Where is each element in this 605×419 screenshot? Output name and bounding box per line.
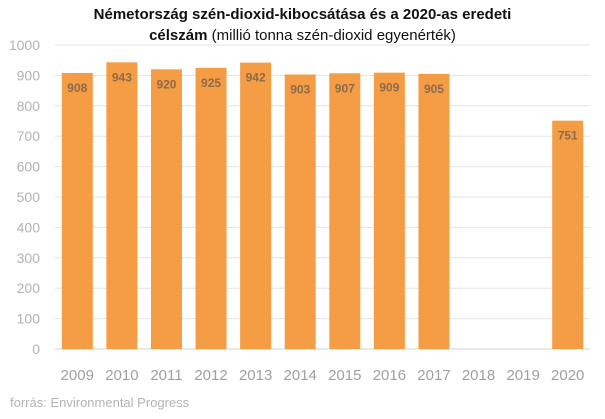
bar [284,74,316,349]
y-tick-label: 100 [17,311,41,327]
chart-title-line-2: célszám (millió tonna szén-dioxid egyené… [0,25,605,46]
x-tick-label: 2018 [462,367,495,384]
data-label: 905 [424,82,444,96]
data-labels: 908 943 920 925 942 903 907 909 905 751 [67,70,578,142]
y-tick-label: 600 [17,159,41,175]
data-label: 908 [67,81,87,95]
gridlines [55,44,590,350]
x-tick-label: 2019 [506,367,539,384]
x-tick-label: 2017 [417,367,450,384]
data-label: 925 [201,76,221,90]
source-note: forrás: Environmental Progress [10,395,190,410]
chart-title-line-1: Németország szén-dioxid-kibocsátása és a… [93,6,512,23]
y-tick-label: 500 [17,189,41,205]
y-tick-label: 900 [17,67,41,83]
data-label: 942 [246,71,266,85]
y-tick-label: 0 [32,341,40,357]
x-tick-label: 2009 [61,367,94,384]
x-tick-label: 2013 [239,367,272,384]
bar [106,62,138,349]
y-tick-label: 400 [17,219,41,235]
chart-title-line-2-bold: célszám [149,27,208,44]
x-tick-label: 2010 [105,367,138,384]
y-tick-label: 700 [17,128,41,144]
bar [373,72,405,349]
bar [61,72,93,349]
y-tick-label: 1000 [9,37,40,53]
x-tick-label: 2011 [150,367,182,384]
data-label: 907 [335,81,355,95]
data-label: 909 [379,81,399,95]
data-label: 751 [558,129,578,143]
bar [195,67,227,350]
y-axis: 0 100 200 300 400 500 600 700 800 900 1000 [9,37,40,357]
x-tick-label: 2012 [194,367,227,384]
bar [150,69,182,349]
y-tick-label: 800 [17,98,41,114]
bar [418,73,450,349]
x-tick-label: 2020 [551,367,584,384]
data-label: 943 [112,70,132,84]
y-tick-label: 200 [17,280,41,296]
x-tick-label: 2016 [373,367,406,384]
bar [240,62,272,350]
x-tick-label: 2014 [284,367,317,384]
x-tick-label: 2015 [328,367,361,384]
bar [329,73,361,349]
bars [61,62,584,350]
bar [552,120,584,349]
x-axis: 2009 2010 2011 2012 2013 2014 2015 2016 2017 2018… [61,367,585,384]
y-tick-label: 300 [17,250,41,266]
data-label: 920 [156,77,176,91]
chart-title: Németország szén-dioxid-kibocsátása és a… [0,4,605,46]
data-label: 903 [290,82,310,96]
chart-title-line-2-rest: (millió tonna szén-dioxid egyenérték) [207,27,456,44]
